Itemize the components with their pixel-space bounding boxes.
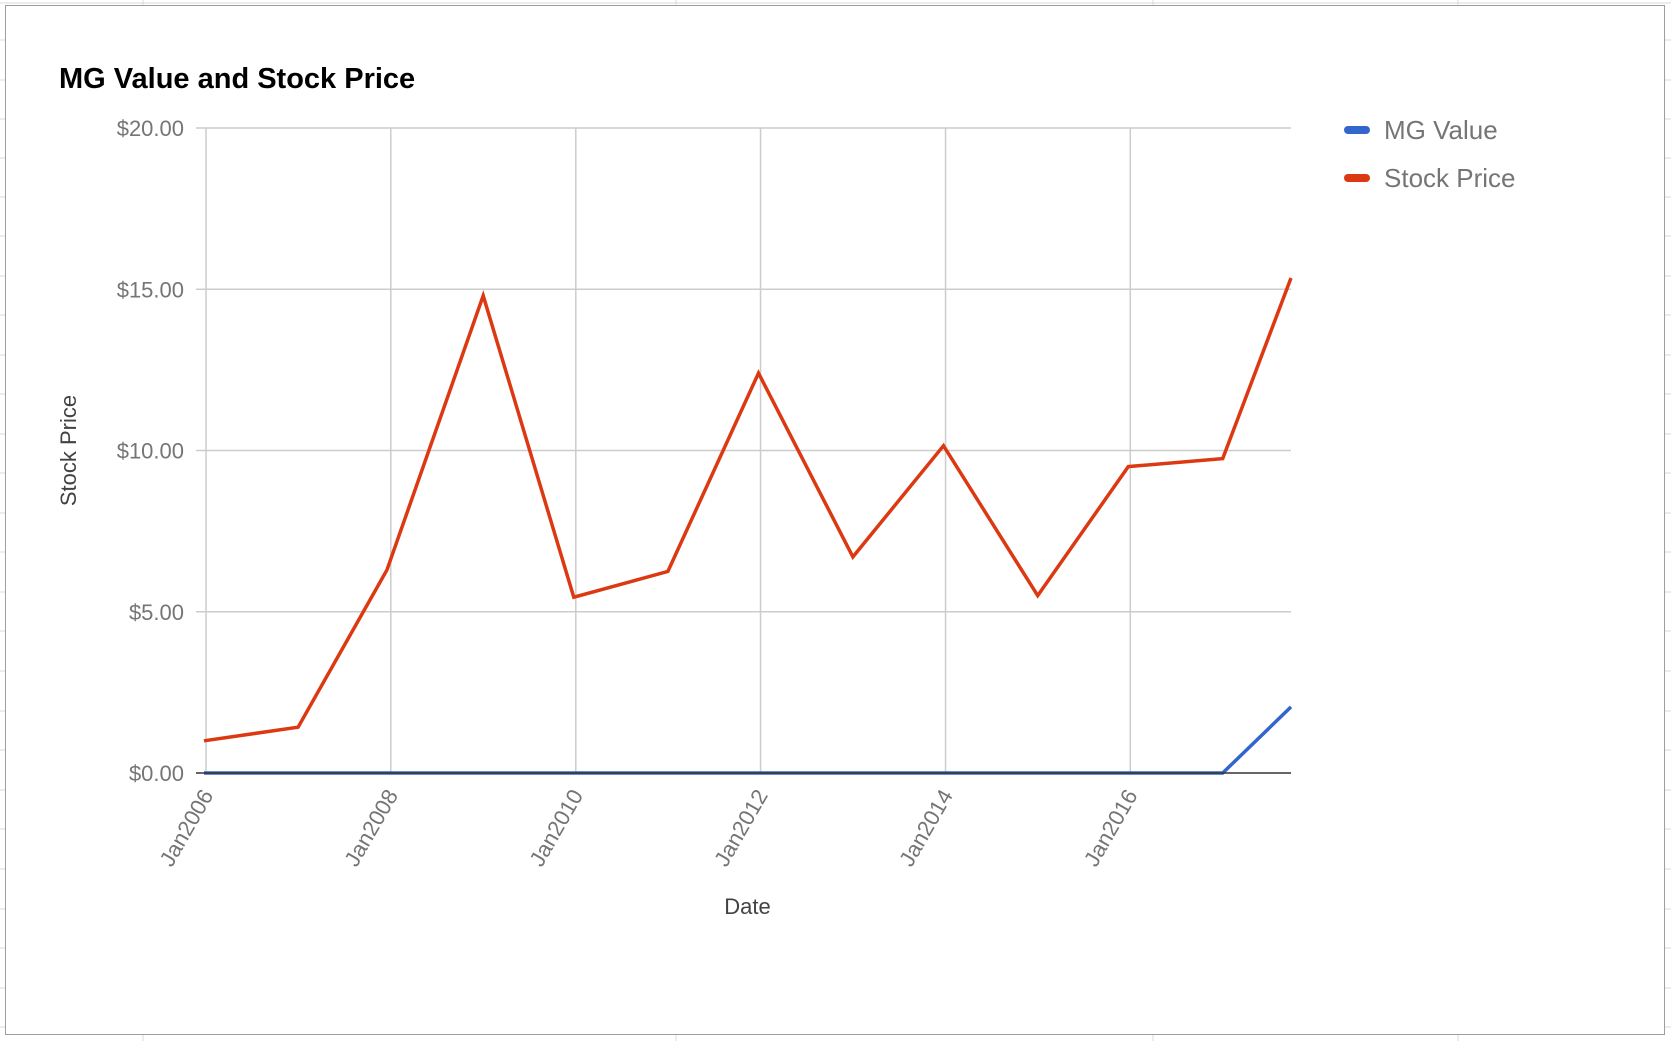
x-tick-label: Jan2012 — [709, 785, 773, 871]
legend[interactable]: MG Value Stock Price — [1344, 115, 1516, 193]
x-axis: Jan2006 Jan2008 Jan2010 Jan2012 Jan2014 Jan20… — [154, 785, 1142, 871]
x-tick-label: Jan2008 — [339, 785, 403, 871]
chart-container[interactable]: MG Value and Stock Price $0.00 $5.00 $10.0… — [5, 5, 1665, 1035]
y-tick-label: $20.00 — [117, 116, 184, 141]
chart-title: MG Value and Stock Price — [59, 63, 415, 95]
x-tick-label: Jan2010 — [524, 785, 588, 871]
legend-label-mg-value: MG Value — [1384, 115, 1498, 145]
x-tick-label: Jan2014 — [894, 785, 958, 871]
y-axis-title: Stock Price — [56, 395, 81, 506]
y-tick-label: $5.00 — [129, 600, 184, 625]
x-tick-label: Jan2016 — [1079, 785, 1143, 871]
series-lines — [203, 277, 1293, 775]
y-axis: $0.00 $5.00 $10.00 $15.00 $20.00 — [117, 116, 184, 786]
gridlines — [196, 127, 1291, 773]
x-tick-label: Jan2006 — [154, 785, 218, 871]
series-line-mg-value — [204, 705, 1293, 775]
y-tick-label: $15.00 — [117, 277, 184, 302]
y-tick-label: $10.00 — [117, 439, 184, 464]
series-line-stock-price — [203, 277, 1293, 743]
chart-canvas: MG Value and Stock Price $0.00 $5.00 $10.0… — [56, 63, 1516, 919]
legend-label-stock-price: Stock Price — [1384, 163, 1516, 193]
y-tick-label: $0.00 — [129, 761, 184, 786]
x-axis-title: Date — [724, 894, 770, 919]
